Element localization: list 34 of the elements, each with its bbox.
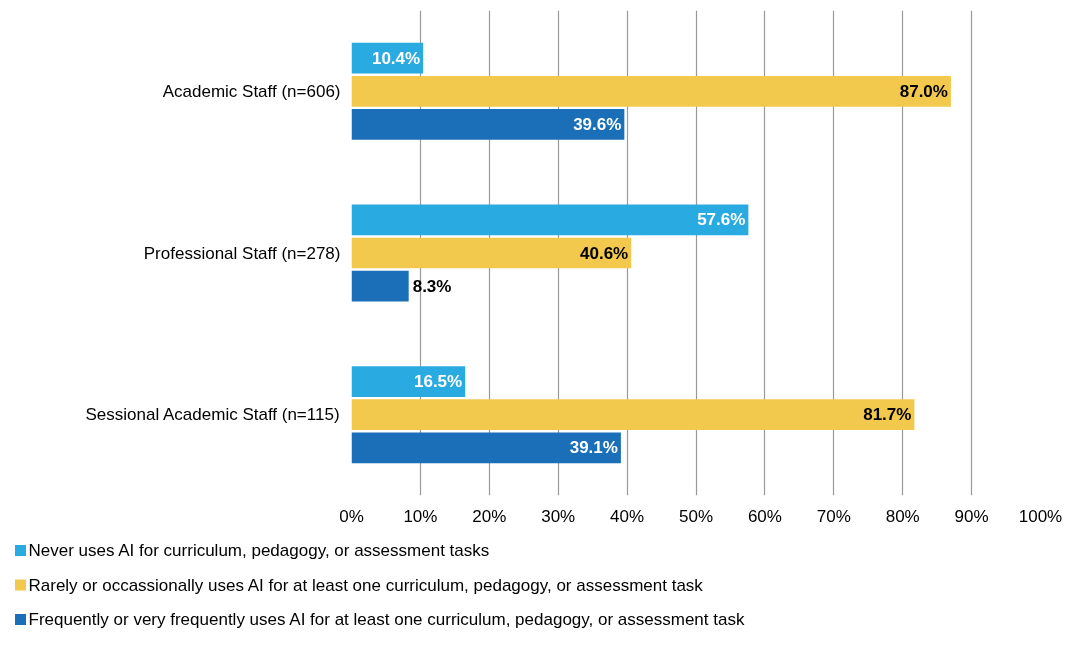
bar xyxy=(351,109,625,140)
legend-label: Rarely or occassionally uses AI for at least one curriculum, pedagogy, or assessment task xyxy=(28,575,704,595)
x-tick-label: 30% xyxy=(541,506,576,526)
x-tick-label: 10% xyxy=(403,506,438,526)
x-tick-label: 90% xyxy=(954,506,989,526)
text: 57.6% xyxy=(697,210,746,230)
text: 81.7% xyxy=(863,405,912,425)
bar xyxy=(351,270,409,302)
bar xyxy=(351,204,749,236)
text: 40.6% xyxy=(580,243,629,263)
bar xyxy=(351,432,621,464)
x-tick-label: 50% xyxy=(678,506,714,526)
bar xyxy=(351,366,466,397)
text: 39.1% xyxy=(569,438,618,458)
x-tick-label: 40% xyxy=(610,506,645,526)
y-tick-label: Professional Staff (n=278) xyxy=(143,243,341,263)
x-tick-label: 20% xyxy=(472,506,507,526)
x-tick-label: 80% xyxy=(885,506,920,526)
text: 8.3% xyxy=(412,276,452,296)
bar xyxy=(351,399,915,431)
x-tick-label: 100% xyxy=(1018,506,1063,526)
text: 39.6% xyxy=(573,114,622,134)
y-tick-label: Academic Staff (n=606) xyxy=(162,81,341,101)
text: 10.4% xyxy=(371,48,421,68)
legend-label: Frequently or very frequently uses AI for at least one curriculum, pedagogy, or assessment task xyxy=(28,610,745,629)
text: 16.5% xyxy=(413,372,463,392)
y-tick-label: Sessional Academic Staff (n=115) xyxy=(85,405,340,425)
legend-label: Never uses AI for curriculum, pedagogy, or assessment tasks xyxy=(28,541,490,560)
bar xyxy=(351,75,951,107)
x-tick-label: 0% xyxy=(339,506,364,526)
x-tick-label: 70% xyxy=(816,506,851,526)
text: 87.0% xyxy=(899,81,948,101)
bar xyxy=(351,237,632,269)
x-tick-label: 60% xyxy=(747,506,782,526)
